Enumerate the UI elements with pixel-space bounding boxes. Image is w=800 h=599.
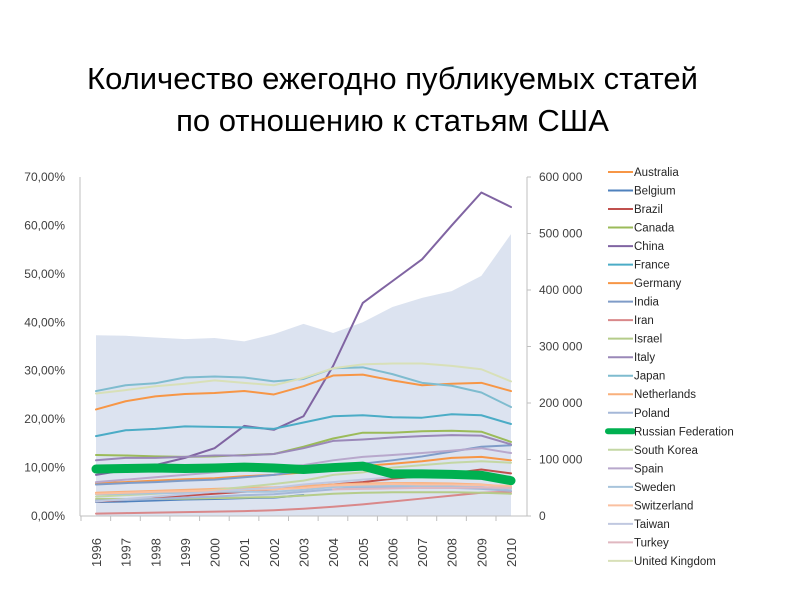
series-line-france — [95, 413, 512, 438]
x-tick-label: 2009 — [474, 538, 489, 567]
legend-label: Poland — [634, 408, 670, 420]
x-tick-label: 2007 — [415, 538, 430, 567]
right-tick-label: 0 — [539, 509, 546, 523]
right-tick-label: 600 000 — [539, 170, 583, 184]
right-tick-label: 500 000 — [539, 227, 583, 241]
legend-label: Belgium — [634, 186, 676, 198]
x-tick-label: 2004 — [326, 538, 341, 567]
legend-label: India — [634, 297, 660, 309]
right-tick-label: 300 000 — [539, 340, 583, 354]
legend-label: Brazil — [634, 204, 663, 216]
x-tick-label: 1999 — [178, 538, 193, 567]
legend-label: China — [634, 241, 665, 253]
legend-label: Netherlands — [634, 389, 696, 401]
legend-label: Sweden — [634, 482, 676, 494]
x-tick-label: 1998 — [148, 538, 163, 567]
legend-label: Germany — [634, 278, 682, 290]
series-line-sweden — [95, 484, 512, 496]
series-line-iran — [95, 490, 512, 515]
left-tick-label: 60,00% — [24, 218, 65, 232]
right-tick-label: 200 000 — [539, 396, 583, 410]
right-tick-label: 100 000 — [539, 453, 583, 467]
us-area-series — [96, 234, 511, 516]
series-line-netherlands — [95, 482, 512, 494]
legend-label: South Korea — [634, 445, 699, 457]
series-line-united-kingdom — [95, 362, 512, 395]
left-tick-label: 50,00% — [24, 267, 65, 281]
legend-label: Russian Federation — [634, 426, 734, 438]
left-tick-label: 40,00% — [24, 315, 65, 329]
legend-label: Japan — [634, 371, 665, 383]
series-line-turkey — [332, 486, 512, 491]
chart-title: Количество ежегодно публикуемых статей п… — [0, 58, 785, 142]
chart-title-line-2: по отношению к статьям США — [176, 103, 609, 138]
left-tick-label: 70,00% — [24, 170, 65, 184]
x-tick-label: 2006 — [385, 538, 400, 567]
series-line-italy — [95, 434, 512, 462]
x-tick-label: 1996 — [89, 538, 104, 567]
legend-label: Spain — [634, 463, 663, 475]
x-tick-label: 2008 — [445, 538, 460, 567]
legend-label: Turkey — [634, 537, 669, 549]
left-tick-label: 20,00% — [24, 412, 65, 426]
x-tick-label: 2010 — [504, 538, 519, 567]
legend-label: Switzerland — [634, 500, 693, 512]
right-tick-label: 400 000 — [539, 283, 583, 297]
x-tick-label: 2003 — [297, 538, 312, 567]
series-line-china — [95, 191, 512, 476]
left-tick-label: 30,00% — [24, 364, 65, 378]
legend-label: Iran — [634, 315, 654, 327]
legend-label: France — [634, 260, 670, 272]
x-tick-label: 1997 — [119, 538, 134, 567]
legend-label: Taiwan — [634, 519, 670, 531]
legend-label: United Kingdom — [634, 556, 716, 568]
x-tick-label: 2000 — [208, 538, 223, 567]
x-tick-label: 2001 — [237, 538, 252, 567]
legend-label: Australia — [634, 167, 679, 179]
legend-label: Canada — [634, 223, 675, 235]
legend-label: Israel — [634, 334, 662, 346]
left-tick-label: 10,00% — [24, 461, 65, 475]
left-tick-label: 0,00% — [31, 509, 65, 523]
legend-label: Italy — [634, 352, 655, 364]
chart-title-line-1: Количество ежегодно публикуемых статей — [87, 61, 698, 96]
x-tick-label: 2002 — [267, 538, 282, 567]
series-line-switzerland — [95, 483, 512, 495]
series-line-russian-federation — [91, 461, 516, 486]
x-tick-label: 2005 — [356, 538, 371, 567]
